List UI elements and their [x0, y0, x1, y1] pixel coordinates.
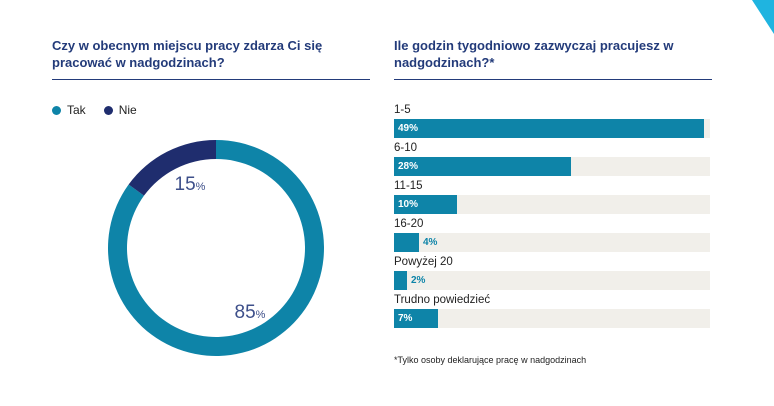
bar-track: 49%	[394, 119, 710, 138]
donut-slice-nie	[128, 140, 216, 196]
right-title-divider	[394, 79, 712, 80]
bar-fill	[394, 119, 704, 138]
bar-row: 16-20 4%	[394, 217, 714, 255]
bar-fill	[394, 271, 407, 290]
bar-value-label: 4%	[423, 237, 438, 248]
bar-track: 2%	[394, 271, 710, 290]
bar-track: 7%	[394, 309, 710, 328]
bar-fill	[394, 195, 457, 214]
bar-chart: 1-5 49% 6-10 28% 11-15 10% 16-20 4% Powyżej 20 2%…	[394, 103, 714, 331]
bar-track: 4%	[394, 233, 710, 252]
bar-row: 11-15 10%	[394, 179, 714, 217]
bar-value-label: 7%	[398, 313, 413, 324]
bar-track: 28%	[394, 157, 710, 176]
donut-chart: 85% 15%	[107, 140, 325, 356]
legend-label-tak: Tak	[67, 103, 86, 117]
bar-category-label: 6-10	[394, 142, 418, 154]
bar-chart-footnote: *Tylko osoby deklarujące pracę w nadgodz…	[394, 355, 587, 365]
donut-label-nie: 15%	[175, 174, 206, 195]
donut-legend: Tak Nie	[52, 103, 137, 117]
bar-track: 10%	[394, 195, 710, 214]
bar-category-label: Trudno powiedzieć	[394, 294, 491, 306]
donut-label-tak: 85%	[235, 302, 266, 323]
bar-fill	[394, 157, 571, 176]
bar-fill	[394, 309, 438, 328]
bar-chart-title: Ile godzin tygodniowo zazwyczaj pracujes…	[394, 38, 674, 70]
legend-swatch-nie	[103, 105, 113, 115]
bar-category-label: 16-20	[394, 218, 424, 230]
legend-swatch-tak	[52, 105, 61, 115]
bar-fill	[394, 233, 419, 252]
donut-chart-title: Czy w obecnym miejscu pracy zdarza Ci si…	[52, 38, 323, 70]
bar-value-label: 10%	[398, 199, 419, 210]
bar-category-label: 1-5	[394, 104, 411, 116]
bar-row: Trudno powiedzieć 7%	[394, 293, 714, 331]
legend-item-tak: Tak	[52, 103, 86, 117]
bar-value-label: 49%	[398, 123, 419, 134]
bar-value-label: 2%	[411, 275, 426, 286]
legend-item-nie: Nie	[103, 103, 137, 117]
left-title-divider	[52, 79, 370, 80]
bar-value-label: 28%	[398, 161, 419, 172]
bar-row: 1-5 49%	[394, 103, 714, 141]
bar-category-label: 11-15	[394, 180, 423, 192]
bar-category-label: Powyżej 20	[394, 256, 453, 268]
legend-label-nie: Nie	[118, 103, 137, 117]
corner-accent-shape	[752, 0, 774, 34]
bar-row: 6-10 28%	[394, 141, 714, 179]
bar-row: Powyżej 20 2%	[394, 255, 714, 293]
